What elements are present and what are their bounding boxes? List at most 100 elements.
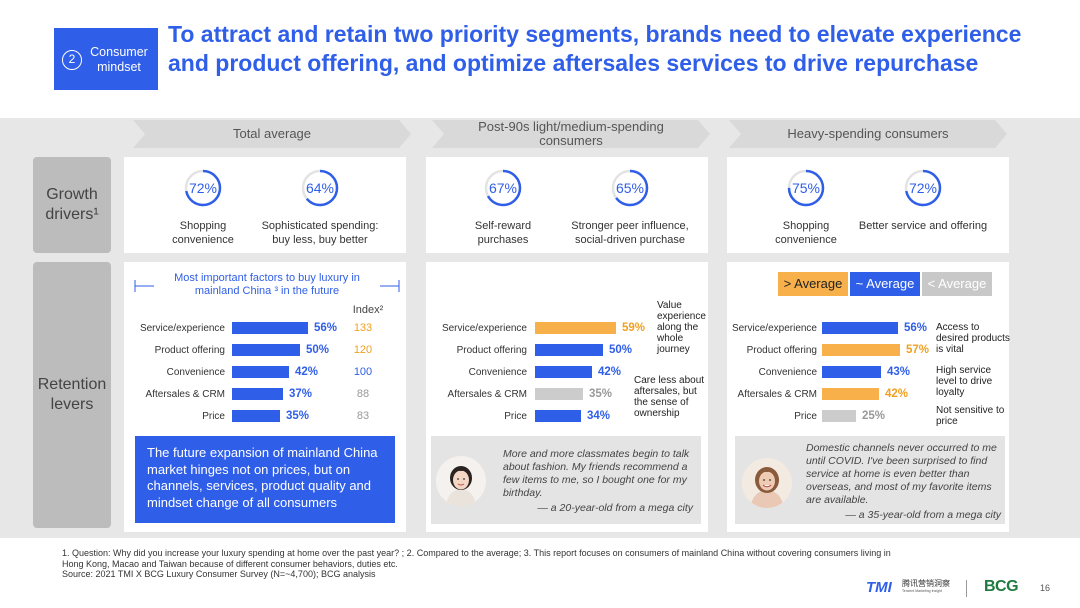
- progress-ring: [184, 169, 222, 207]
- heavy-note-price: Not sensitive to price: [936, 405, 1005, 427]
- driver-label: Self-reward purchases: [474, 220, 532, 246]
- growth-drivers-text: Growth drivers¹: [45, 186, 99, 223]
- column-header-post90-text: Post-90s light/medium-spending consumers: [478, 119, 664, 148]
- category-label: Convenience: [166, 367, 225, 378]
- driver-ring: 75%: [786, 168, 826, 213]
- quote-text-post90: More and more classmates begin to talk a…: [503, 448, 690, 499]
- category-label: Price: [504, 411, 527, 422]
- bar-value: 43%: [887, 366, 911, 378]
- index-header: Index²: [352, 304, 384, 316]
- category-label: Service/experience: [731, 323, 817, 334]
- index-value: 120: [353, 344, 373, 356]
- driver-value: 75%: [791, 180, 821, 196]
- category-label: Price: [794, 411, 817, 422]
- category-label: Convenience: [468, 367, 527, 378]
- driver-label: Shopping convenience: [775, 220, 837, 246]
- category-label: Aftersales & CRM: [737, 389, 817, 400]
- category-label: Product offering: [456, 345, 527, 356]
- driver-label: Sophisticated spending: buy less, buy be…: [261, 220, 379, 246]
- driver-ring: 72%: [903, 168, 943, 213]
- growth-drivers-label: Growth drivers¹: [33, 157, 111, 253]
- tmi-logo-en: Tencent Marketing Insight: [902, 589, 942, 593]
- bar-value: 35%: [286, 410, 310, 422]
- section-number: 2: [62, 50, 82, 70]
- bar-value: 50%: [306, 344, 330, 356]
- bar: [822, 410, 856, 422]
- subtitle-bracket: [134, 280, 400, 292]
- retention-levers-text: Retention levers: [37, 376, 107, 413]
- avatar-woman: [742, 458, 792, 508]
- retention-levers-label: Retention levers: [33, 262, 111, 528]
- bar: [535, 388, 583, 400]
- heavy-note-access: Access to desired products is vital: [936, 322, 1010, 355]
- footnote-source: Source: 2021 TMI X BCG Luxury Consumer S…: [62, 569, 376, 579]
- bar-value: 25%: [862, 410, 886, 422]
- bar: [822, 366, 881, 378]
- bar: [822, 344, 900, 356]
- column-header-post90: Post-90s light/medium-spending consumers: [432, 120, 710, 148]
- index-value: 88: [356, 388, 370, 400]
- driver-ring: 67%: [483, 168, 523, 213]
- bar: [535, 322, 616, 334]
- bar: [232, 344, 300, 356]
- quote-attribution-heavy: — a 35-year-old from a mega city: [845, 509, 1001, 521]
- bar-value: 42%: [885, 388, 909, 400]
- page-number: 16: [1040, 583, 1051, 593]
- driver-value: 67%: [488, 180, 518, 196]
- legend-above-average: > Average: [778, 272, 848, 296]
- bar: [232, 388, 283, 400]
- bar-value: 35%: [589, 388, 613, 400]
- quote-text-heavy: Domestic channels never occurred to me u…: [806, 442, 997, 506]
- bar-value: 42%: [598, 366, 622, 378]
- section-label: Consumer mindset: [90, 45, 148, 74]
- post90-note-service: Value experience along the whole journey: [657, 300, 706, 355]
- logo-divider: [966, 580, 967, 597]
- bar: [822, 388, 879, 400]
- column-header-total: Total average: [133, 120, 411, 148]
- bcg-logo: BCG: [984, 578, 1019, 595]
- driver-ring: 64%: [300, 168, 340, 213]
- quote-attribution-post90: — a 20-year-old from a mega city: [537, 502, 693, 514]
- index-value: 83: [356, 410, 370, 422]
- bar: [535, 366, 592, 378]
- footnote-line-1: 1. Question: Why did you increase your l…: [62, 548, 891, 569]
- driver-label: Better service and offering: [858, 220, 988, 232]
- bar-value: 59%: [622, 322, 646, 334]
- growth-panel-total: [124, 157, 406, 253]
- total-callout-text: The future expansion of mainland China m…: [147, 445, 378, 510]
- driver-label: Shopping convenience: [172, 220, 234, 246]
- bar-value: 57%: [906, 344, 930, 356]
- bar-value: 34%: [587, 410, 611, 422]
- category-label: Convenience: [758, 367, 817, 378]
- avatar-young-woman: [436, 456, 486, 506]
- tmi-logo-cn: 腾讯营销洞察: [902, 579, 950, 588]
- total-callout: The future expansion of mainland China m…: [135, 436, 395, 523]
- driver-value: 72%: [188, 180, 218, 196]
- bar: [232, 366, 289, 378]
- footnote: 1. Question: Why did you increase your l…: [62, 548, 902, 580]
- bar: [535, 344, 603, 356]
- driver-ring: 65%: [610, 168, 650, 213]
- category-label: Price: [202, 411, 225, 422]
- bar-value: 56%: [314, 322, 338, 334]
- progress-ring: [904, 169, 942, 207]
- progress-ring: [484, 169, 522, 207]
- bar-value: 50%: [609, 344, 633, 356]
- tmi-logo: TMI: [866, 579, 892, 596]
- bar: [232, 322, 308, 334]
- column-header-total-text: Total average: [232, 126, 312, 141]
- column-header-heavy: Heavy-spending consumers: [729, 120, 1007, 148]
- column-header-heavy-text: Heavy-spending consumers: [787, 126, 949, 141]
- legend-around-average: ~ Average: [850, 272, 920, 296]
- category-label: Service/experience: [441, 323, 527, 334]
- heavy-note-service: High service level to drive loyalty: [936, 365, 993, 398]
- category-label: Aftersales & CRM: [145, 389, 225, 400]
- progress-ring: [301, 169, 339, 207]
- driver-ring: 72%: [183, 168, 223, 213]
- driver-value: 64%: [305, 180, 335, 196]
- legend-below-average: < Average: [922, 272, 992, 296]
- bar-value: 42%: [295, 366, 319, 378]
- bar: [822, 322, 898, 334]
- growth-panel-heavy: [727, 157, 1009, 253]
- post90-note-aftersales: Care less about aftersales, but the sens…: [634, 375, 705, 419]
